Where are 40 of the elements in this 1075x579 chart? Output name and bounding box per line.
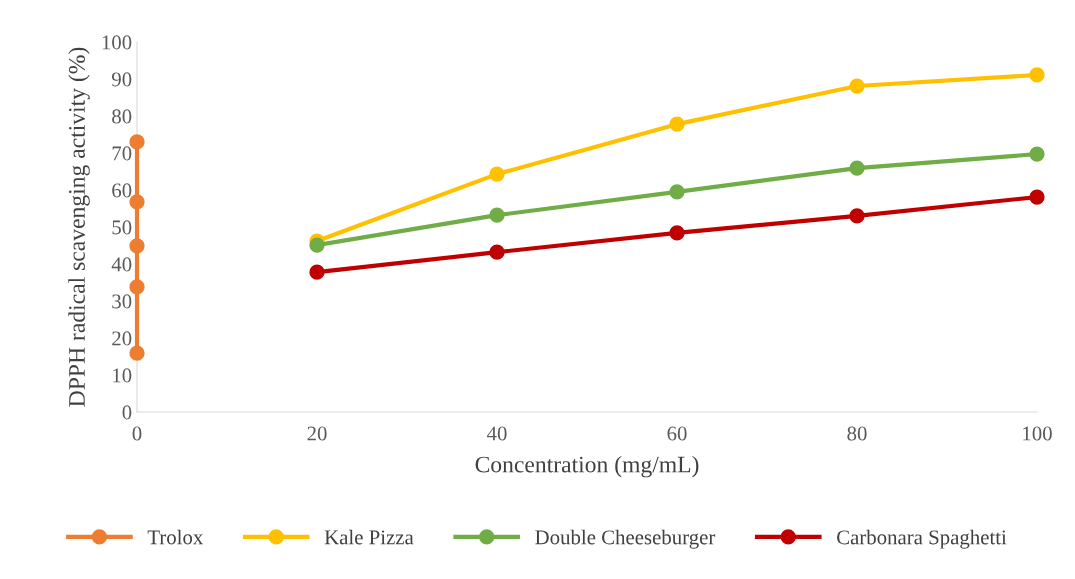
point [849,78,865,94]
legend-label: Trolox [147,529,204,545]
point [309,237,325,253]
point [129,238,145,254]
y-axis-title: DPPH radical scavenging activity (%) [68,47,90,407]
point [669,184,685,200]
y-tick-label: 30 [112,294,132,309]
y-tick-label: 0 [122,405,132,420]
point [489,207,505,223]
point [669,116,685,132]
point [1029,67,1045,83]
point [489,166,505,182]
y-tick-label: 40 [111,257,132,272]
x-tick-label: 80 [847,426,867,441]
x-tick-label: 20 [307,426,327,441]
y-tick-label: 50 [112,220,132,235]
point [129,279,145,295]
point [129,345,145,361]
y-tick-label: 100 [102,35,132,50]
y-tick-label: 70 [112,146,132,161]
legend-label: Carbonara Spaghetti [837,529,1007,549]
x-axis-title: Concentration (mg/mL) [475,455,699,478]
point [849,208,865,224]
x-tick-label: 60 [667,426,687,441]
y-tick-label: 10 [113,368,132,383]
point [309,264,325,280]
y-tick-label: 80 [112,109,132,124]
point [489,244,505,260]
legend-label: Kale Pizza [324,529,414,545]
point [1029,146,1045,162]
point [1029,189,1045,205]
point [849,160,865,176]
y-tick-label: 20 [112,331,132,346]
x-tick-label: 40 [486,426,507,441]
y-tick-label: 60 [112,183,132,198]
legend-label: Double Cheeseburger [535,529,716,549]
point [669,225,685,241]
x-tick-label: 100 [1023,426,1052,441]
y-tick-label: 90 [111,72,132,87]
x-tick-label: 0 [132,426,142,441]
